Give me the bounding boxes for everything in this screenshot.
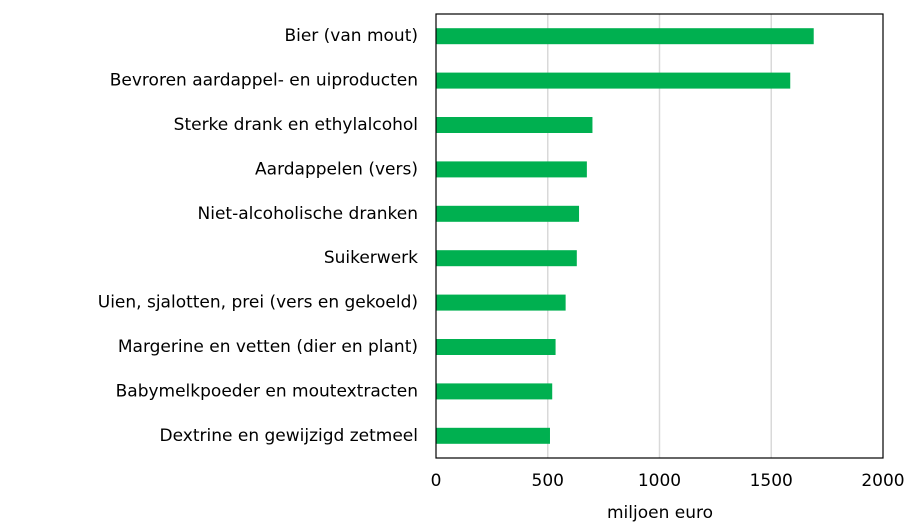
x-tick-label: 500 — [532, 471, 564, 491]
y-tick-label: Sterke drank en ethylalcohol — [174, 115, 418, 135]
x-tick-label: 0 — [431, 471, 442, 491]
y-tick-label: Babymelkpoeder en moutextracten — [116, 381, 418, 401]
y-tick-label: Margerine en vetten (dier en plant) — [118, 337, 418, 357]
y-tick-label: Bevroren aardappel- en uiproducten — [110, 71, 418, 91]
bar — [436, 28, 814, 45]
bar — [436, 72, 791, 89]
y-tick-label: Aardappelen (vers) — [255, 159, 418, 179]
y-tick-label: Niet-alcoholische dranken — [198, 204, 419, 224]
bar — [436, 427, 550, 444]
y-tick-label: Suikerwerk — [324, 248, 418, 268]
bar — [436, 250, 577, 267]
y-tick-label: Bier (van mout) — [284, 26, 418, 46]
x-tick-label: 2000 — [861, 471, 904, 491]
x-tick-label: 1500 — [750, 471, 793, 491]
y-tick-label: Dextrine en gewijzigd zetmeel — [160, 426, 418, 446]
x-tick-label: 1000 — [638, 471, 681, 491]
bar — [436, 205, 580, 222]
plot-border — [435, 13, 884, 459]
bar — [436, 339, 556, 355]
bar — [436, 161, 587, 178]
x-axis-label: miljoen euro — [607, 503, 713, 523]
bar — [436, 117, 593, 133]
bar — [436, 383, 553, 400]
bar — [436, 294, 566, 311]
y-tick-label: Uien, sjalotten, prei (vers en gekoeld) — [98, 293, 418, 313]
